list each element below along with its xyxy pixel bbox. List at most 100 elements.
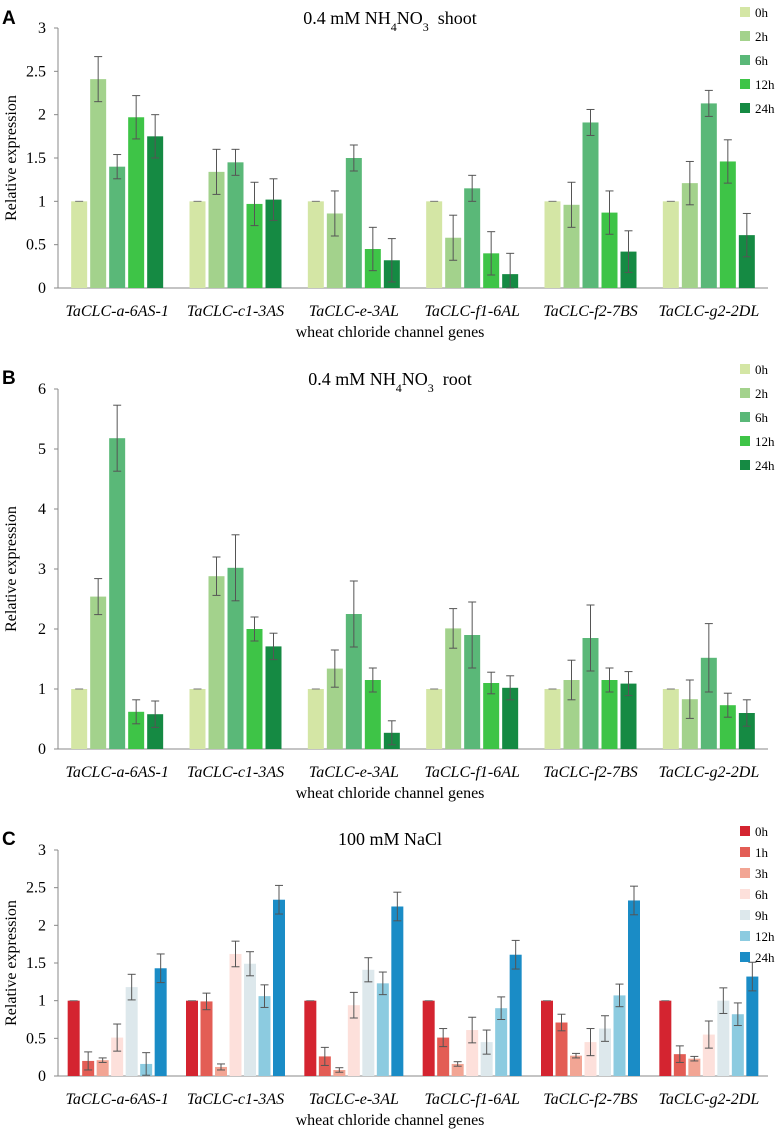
- bar-0h-TaCLC-g2-2DL: [662, 201, 679, 288]
- bar-2h-TaCLC-c1-3AS: [208, 576, 225, 749]
- bar-3h-TaCLC-e-3AL: [333, 1069, 346, 1076]
- bar-6h-TaCLC-f2-7BS: [582, 122, 599, 288]
- category-label: TaCLC-a-6AS-1: [65, 303, 168, 320]
- bar-6h-TaCLC-c1-3AS: [227, 162, 244, 288]
- y-tick-label: 1.5: [26, 955, 46, 972]
- bar-2h-TaCLC-f2-7BS: [563, 680, 580, 749]
- legend-swatch: [740, 889, 750, 899]
- title-part: NO: [397, 8, 423, 28]
- category-label: TaCLC-f2-7BS: [543, 303, 638, 320]
- bar-0h-TaCLC-f2-7BS: [541, 1000, 553, 1076]
- bar-2h-TaCLC-e-3AL: [326, 213, 343, 288]
- category-label: TaCLC-f2-7BS: [543, 1091, 638, 1108]
- category-label: TaCLC-a-6AS-1: [65, 764, 168, 781]
- y-tick-label: 2: [38, 107, 46, 124]
- category-label: TaCLC-e-3AL: [309, 303, 399, 320]
- title-part: 0.4 mM NH: [303, 8, 391, 28]
- bar-9h-TaCLC-c1-3AS: [244, 963, 256, 1076]
- panel-letter: A: [2, 8, 16, 29]
- bar-24h-TaCLC-f1-6AL: [502, 687, 519, 749]
- bar-12h-TaCLC-f1-6AL: [483, 683, 500, 749]
- bar-0h-TaCLC-f1-6AL: [426, 689, 443, 749]
- bar-3h-TaCLC-f1-6AL: [451, 1063, 464, 1076]
- title-part: shoot: [429, 8, 477, 28]
- bar-6h-TaCLC-f2-7BS: [582, 638, 599, 749]
- bar-1h-TaCLC-e-3AL: [318, 1056, 331, 1076]
- bar-24h-TaCLC-a-6AS-1: [154, 968, 167, 1076]
- legend-swatch: [740, 79, 750, 89]
- bar-24h-TaCLC-g2-2DL: [738, 713, 755, 749]
- category-label: TaCLC-f1-6AL: [424, 1091, 520, 1108]
- bar-9h-TaCLC-f1-6AL: [480, 1042, 493, 1076]
- title-part: 100 mM NaCl: [338, 829, 442, 849]
- bar-0h-TaCLC-c1-3AS: [189, 201, 206, 288]
- bar-24h-TaCLC-f2-7BS: [628, 900, 640, 1076]
- bar-24h-TaCLC-f2-7BS: [620, 683, 637, 749]
- legend-label: 1h: [755, 845, 769, 860]
- x-axis-label: wheat chloride channel genes: [296, 785, 485, 802]
- legend-label: 9h: [755, 908, 769, 923]
- bar-9h-TaCLC-e-3AL: [362, 969, 375, 1076]
- bar-24h-TaCLC-f1-6AL: [509, 954, 522, 1076]
- y-tick-label: 0.5: [26, 1030, 46, 1047]
- bar-6h-TaCLC-g2-2DL: [700, 103, 717, 289]
- panel-letter: C: [2, 829, 16, 850]
- legend: 0h 2h 6h 12h 24h: [740, 362, 775, 473]
- bar-6h-TaCLC-a-6AS-1: [109, 166, 126, 288]
- bar-0h-TaCLC-a-6AS-1: [71, 201, 88, 288]
- legend-swatch: [740, 388, 750, 398]
- bar-0h-TaCLC-c1-3AS: [186, 1000, 198, 1076]
- legend-swatch: [740, 103, 750, 113]
- bar-2h-TaCLC-a-6AS-1: [90, 596, 107, 749]
- legend-swatch: [740, 364, 750, 374]
- chart-panel-a: A 0.4 mM NH4NO3 shoot00.511.522.53Relativ…: [2, 5, 775, 341]
- legend-label: 12h: [755, 434, 775, 449]
- legend-swatch: [740, 55, 750, 65]
- title-part: 0.4 mM NH: [308, 369, 396, 389]
- y-tick-label: 0: [38, 280, 46, 297]
- panel-letter: B: [2, 368, 16, 389]
- y-axis-label: Relative expression: [3, 95, 20, 221]
- legend: 0h 1h 3h 6h 9h 12h 24h: [740, 824, 775, 965]
- y-tick-label: 2.5: [26, 880, 46, 897]
- y-axis-label: Relative expression: [3, 900, 20, 1026]
- bar-24h-TaCLC-e-3AL: [391, 906, 404, 1076]
- bar-0h-TaCLC-f1-6AL: [426, 201, 443, 288]
- bar-12h-TaCLC-g2-2DL: [731, 1014, 744, 1076]
- bar-24h-TaCLC-c1-3AS: [265, 646, 282, 749]
- legend-label: 3h: [755, 866, 769, 881]
- bar-6h-TaCLC-g2-2DL: [700, 657, 717, 749]
- x-axis-label: wheat chloride channel genes: [296, 324, 485, 341]
- legend-swatch: [740, 868, 750, 878]
- bar-1h-TaCLC-f1-6AL: [437, 1037, 450, 1076]
- bar-1h-TaCLC-c1-3AS: [200, 1001, 213, 1076]
- bar-6h-TaCLC-f2-7BS: [584, 1042, 597, 1076]
- legend-label: 12h: [755, 77, 775, 92]
- bar-12h-TaCLC-a-6AS-1: [128, 117, 145, 289]
- bar-6h-TaCLC-e-3AL: [345, 158, 362, 288]
- bar-0h-TaCLC-e-3AL: [304, 1000, 317, 1076]
- bar-9h-TaCLC-f2-7BS: [599, 1028, 611, 1076]
- category-label: TaCLC-g2-2DL: [658, 1091, 759, 1108]
- chart-title: 100 mM NaCl: [338, 829, 442, 849]
- y-tick-label: 4: [38, 501, 46, 518]
- bar-6h-TaCLC-g2-2DL: [702, 1034, 715, 1076]
- bar-0h-TaCLC-e-3AL: [307, 201, 324, 288]
- bar-12h-TaCLC-g2-2DL: [719, 161, 736, 288]
- title-part: NO: [402, 369, 428, 389]
- bar-6h-TaCLC-f1-6AL: [464, 188, 481, 288]
- legend-label: 6h: [755, 410, 769, 425]
- legend-swatch: [740, 31, 750, 41]
- bar-1h-TaCLC-f2-7BS: [555, 1022, 568, 1076]
- y-tick-label: 2: [38, 621, 46, 638]
- legend-label: 24h: [755, 101, 775, 116]
- bar-0h-TaCLC-f2-7BS: [544, 201, 561, 288]
- legend-swatch: [740, 826, 750, 836]
- bar-12h-TaCLC-e-3AL: [376, 983, 389, 1076]
- y-tick-label: 3: [38, 561, 46, 578]
- bar-12h-TaCLC-f2-7BS: [613, 995, 626, 1076]
- bar-6h-TaCLC-c1-3AS: [227, 567, 244, 749]
- legend-label: 2h: [755, 386, 769, 401]
- legend-label: 0h: [755, 5, 769, 20]
- bar-0h-TaCLC-a-6AS-1: [71, 689, 88, 749]
